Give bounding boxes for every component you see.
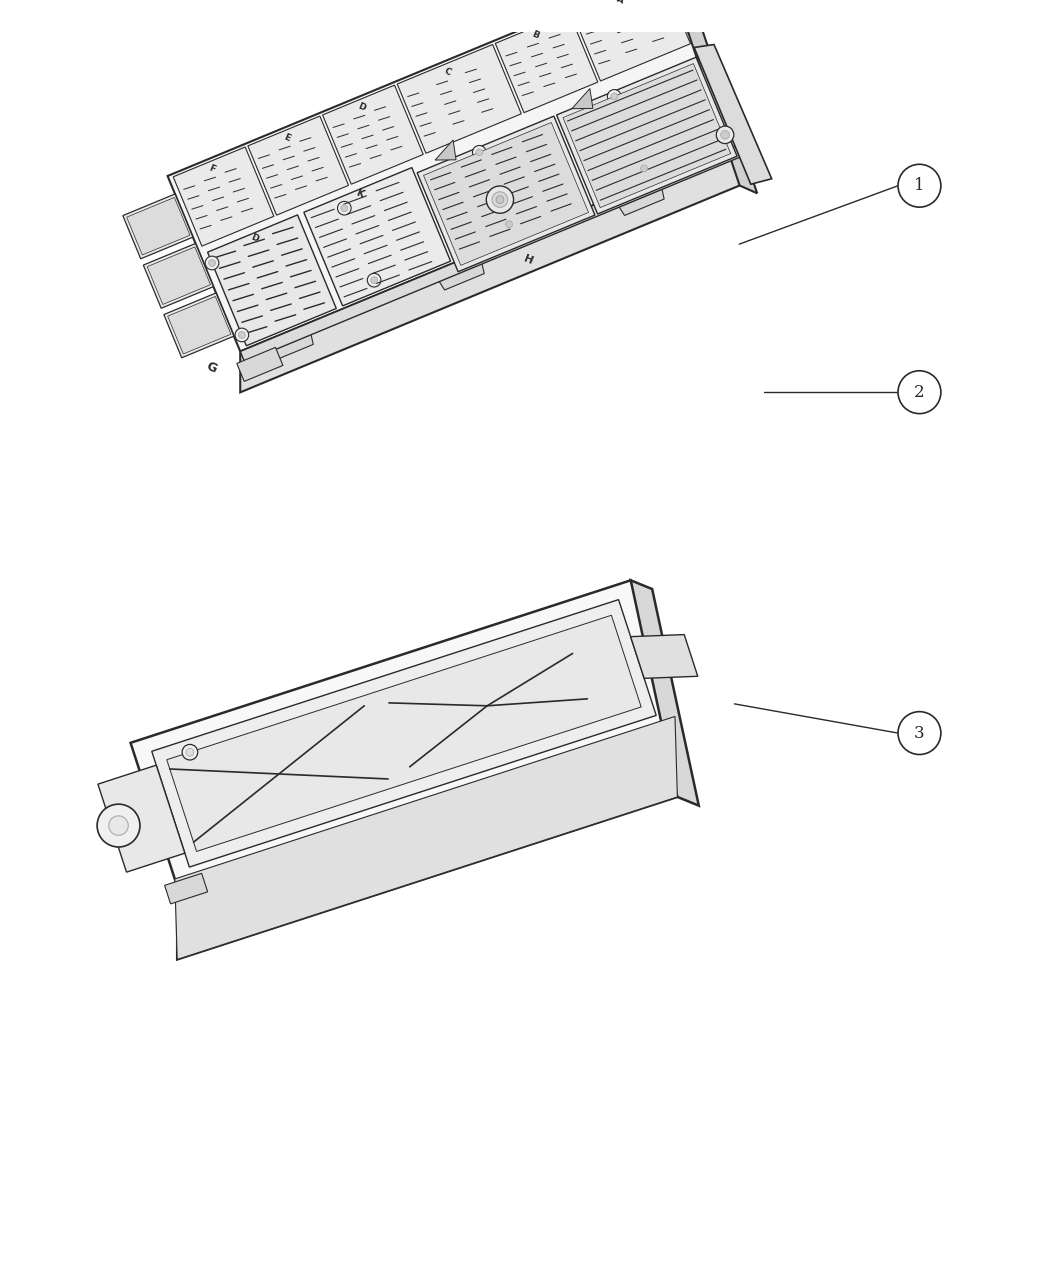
Text: G: G: [204, 360, 218, 375]
Text: C: C: [443, 66, 453, 76]
Circle shape: [611, 93, 617, 99]
Circle shape: [209, 260, 215, 266]
Polygon shape: [174, 717, 677, 959]
Text: K: K: [354, 187, 364, 200]
Polygon shape: [553, 748, 622, 787]
Text: 3: 3: [915, 724, 925, 742]
Circle shape: [496, 195, 504, 204]
Polygon shape: [303, 167, 450, 306]
Polygon shape: [202, 862, 270, 901]
Polygon shape: [615, 182, 665, 215]
Circle shape: [506, 221, 512, 228]
Polygon shape: [127, 198, 190, 255]
Polygon shape: [631, 580, 699, 806]
Circle shape: [337, 201, 351, 215]
Circle shape: [235, 328, 249, 342]
Polygon shape: [152, 599, 656, 867]
Polygon shape: [572, 88, 593, 108]
Text: E: E: [282, 133, 292, 144]
Polygon shape: [417, 116, 595, 272]
Circle shape: [238, 332, 246, 338]
Polygon shape: [240, 144, 739, 393]
Polygon shape: [98, 765, 185, 872]
Text: A: A: [615, 0, 625, 6]
Circle shape: [720, 130, 730, 139]
Circle shape: [486, 186, 513, 213]
Polygon shape: [248, 116, 349, 215]
Circle shape: [637, 162, 651, 175]
Circle shape: [341, 205, 348, 212]
Polygon shape: [165, 873, 208, 904]
Polygon shape: [397, 45, 521, 153]
Circle shape: [472, 145, 486, 159]
Circle shape: [608, 89, 621, 103]
Circle shape: [368, 273, 381, 287]
Polygon shape: [423, 122, 589, 265]
Polygon shape: [168, 0, 739, 352]
Text: 1: 1: [915, 177, 925, 194]
Text: B: B: [530, 29, 540, 41]
Circle shape: [205, 256, 218, 270]
Text: F: F: [208, 163, 216, 175]
Circle shape: [182, 745, 197, 760]
Polygon shape: [436, 258, 484, 289]
Polygon shape: [694, 45, 772, 185]
Circle shape: [898, 371, 941, 413]
Polygon shape: [563, 64, 731, 208]
Circle shape: [97, 805, 140, 847]
Polygon shape: [164, 293, 234, 358]
Circle shape: [898, 711, 941, 755]
Polygon shape: [177, 724, 677, 959]
Polygon shape: [208, 215, 336, 346]
Circle shape: [492, 191, 508, 208]
Polygon shape: [378, 806, 446, 844]
Polygon shape: [236, 347, 282, 381]
Circle shape: [716, 126, 734, 144]
Polygon shape: [265, 328, 313, 361]
Circle shape: [109, 816, 128, 835]
Polygon shape: [167, 616, 642, 852]
Circle shape: [371, 277, 378, 283]
Polygon shape: [435, 140, 456, 161]
Polygon shape: [631, 635, 698, 678]
Polygon shape: [123, 194, 193, 259]
Polygon shape: [667, 0, 757, 194]
Polygon shape: [144, 244, 213, 309]
Polygon shape: [147, 247, 210, 305]
Circle shape: [502, 218, 516, 231]
Polygon shape: [496, 13, 597, 112]
Text: H: H: [522, 254, 534, 266]
Circle shape: [186, 748, 194, 756]
Polygon shape: [130, 580, 677, 886]
Polygon shape: [168, 296, 231, 354]
Polygon shape: [173, 147, 274, 246]
Circle shape: [476, 149, 483, 156]
Polygon shape: [322, 85, 423, 184]
Circle shape: [640, 164, 648, 172]
Text: D: D: [356, 102, 366, 112]
Circle shape: [898, 164, 941, 207]
Polygon shape: [572, 0, 691, 82]
Polygon shape: [556, 57, 737, 214]
Polygon shape: [240, 144, 744, 362]
Text: 2: 2: [915, 384, 925, 400]
Text: D: D: [249, 232, 259, 244]
